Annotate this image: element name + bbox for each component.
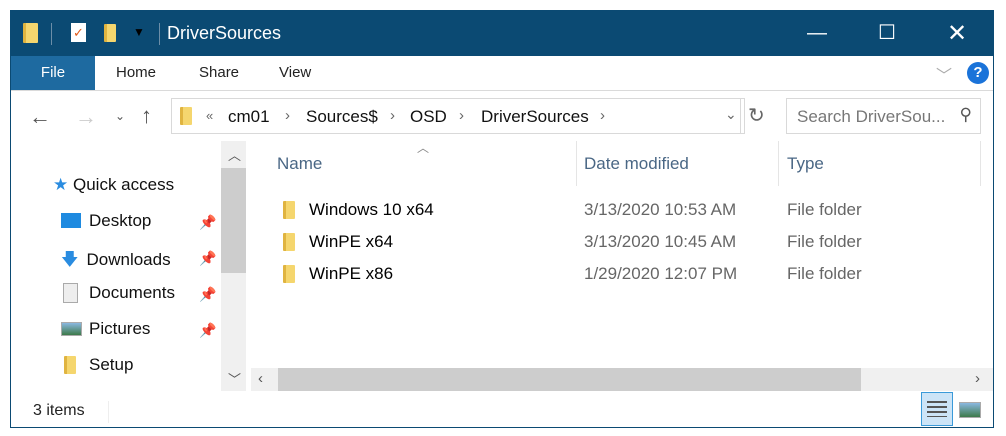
forward-button[interactable]: → bbox=[75, 104, 97, 129]
pictures-icon bbox=[61, 322, 82, 336]
folder-icon bbox=[283, 265, 295, 283]
close-button[interactable]: ✕ bbox=[946, 20, 968, 47]
star-icon: ★ bbox=[53, 175, 69, 194]
tab-share[interactable]: Share bbox=[199, 64, 240, 81]
desktop-icon bbox=[61, 213, 81, 228]
nav-pictures[interactable]: Pictures bbox=[61, 319, 150, 339]
nav-quick-access[interactable]: ★ Quick access bbox=[53, 175, 175, 194]
scrollbar-thumb[interactable] bbox=[278, 368, 861, 391]
folder-icon bbox=[23, 23, 38, 43]
breadcrumb-cm01[interactable]: cm01 bbox=[228, 107, 270, 126]
file-name: WinPE x86 bbox=[309, 264, 394, 283]
folder-icon bbox=[283, 201, 295, 219]
chevron-right-icon[interactable]: › bbox=[600, 107, 605, 124]
column-type[interactable]: Type bbox=[787, 154, 824, 173]
documents-icon bbox=[63, 283, 78, 303]
sort-ascending-icon: ︿ bbox=[417, 141, 430, 155]
address-dropdown-icon[interactable]: ⌄ bbox=[725, 106, 737, 122]
file-type: File folder bbox=[787, 264, 862, 283]
title-bar: ✓ ▼ DriverSources — ☐ ✕ bbox=[11, 11, 993, 56]
breadcrumb-osd[interactable]: OSD bbox=[410, 107, 447, 126]
pin-icon[interactable]: 📌 bbox=[199, 250, 217, 266]
search-icon[interactable]: ⚲ bbox=[959, 105, 972, 124]
file-date: 3/13/2020 10:45 AM bbox=[584, 232, 737, 251]
chevron-right-icon[interactable]: › bbox=[285, 107, 290, 124]
pin-icon[interactable]: 📌 bbox=[199, 214, 217, 230]
horizontal-scrollbar[interactable]: ‹ › bbox=[251, 368, 993, 391]
chevron-right-icon[interactable]: › bbox=[459, 107, 464, 124]
search-placeholder: Search DriverSou... bbox=[797, 107, 946, 126]
file-row[interactable]: Windows 10 x64 3/13/2020 10:53 AM File f… bbox=[251, 195, 981, 225]
minimize-button[interactable]: — bbox=[807, 22, 827, 44]
tab-view[interactable]: View bbox=[279, 64, 312, 81]
nav-downloads[interactable]: 🡇 Downloads bbox=[61, 250, 171, 269]
file-type: File folder bbox=[787, 232, 862, 251]
pin-icon[interactable]: 📌 bbox=[199, 322, 217, 338]
address-bar[interactable]: « cm01 › Sources$ › OSD › DriverSources … bbox=[171, 98, 765, 134]
expand-ribbon-icon[interactable]: ﹀ bbox=[936, 68, 953, 85]
customize-toolbar-icon[interactable]: ▼ bbox=[133, 25, 145, 39]
chevron-right-icon[interactable]: › bbox=[390, 107, 395, 124]
recent-locations-icon[interactable]: ⌄ bbox=[115, 109, 126, 123]
help-icon[interactable]: ? bbox=[967, 62, 989, 84]
overflow-chevron[interactable]: « bbox=[206, 108, 214, 123]
folder-icon bbox=[180, 107, 192, 125]
scrollbar-thumb[interactable] bbox=[221, 168, 246, 273]
large-icons-view-button[interactable] bbox=[959, 402, 981, 418]
maximize-button[interactable]: ☐ bbox=[878, 22, 896, 44]
item-count: 3 items bbox=[33, 402, 85, 419]
window-title: DriverSources bbox=[167, 23, 282, 43]
file-date: 3/13/2020 10:53 AM bbox=[584, 200, 737, 219]
explorer-window: ✓ ▼ DriverSources — ☐ ✕ File Home Share … bbox=[10, 10, 994, 428]
file-date: 1/29/2020 12:07 PM bbox=[584, 264, 738, 283]
file-name: WinPE x64 bbox=[309, 232, 394, 251]
file-row[interactable]: WinPE x86 1/29/2020 12:07 PM File folder bbox=[251, 259, 981, 289]
properties-icon[interactable]: ✓ bbox=[71, 23, 86, 42]
details-view-button[interactable] bbox=[921, 392, 953, 426]
tab-home[interactable]: Home bbox=[116, 64, 157, 81]
up-button[interactable]: ↑ bbox=[141, 103, 152, 128]
column-date-modified[interactable]: Date modified bbox=[584, 154, 689, 173]
folder-icon bbox=[64, 356, 76, 374]
folder-icon bbox=[283, 233, 295, 251]
refresh-icon[interactable]: ↻ bbox=[748, 105, 765, 127]
pin-icon[interactable]: 📌 bbox=[199, 286, 217, 302]
download-icon: 🡇 bbox=[61, 250, 79, 269]
tab-file[interactable]: File bbox=[11, 56, 95, 90]
ribbon-tabs: File Home Share View ﹀ ? bbox=[11, 56, 993, 91]
back-button[interactable]: ← bbox=[29, 104, 51, 129]
breadcrumb-driversources[interactable]: DriverSources bbox=[481, 107, 589, 126]
new-folder-icon[interactable] bbox=[104, 24, 116, 42]
file-name: Windows 10 x64 bbox=[309, 200, 434, 219]
file-row[interactable]: WinPE x64 3/13/2020 10:45 AM File folder bbox=[251, 227, 981, 257]
nav-setup[interactable]: Setup bbox=[61, 355, 133, 375]
file-type: File folder bbox=[787, 200, 862, 219]
nav-scrollbar[interactable]: ︿ ﹀ bbox=[221, 141, 246, 391]
column-name[interactable]: Name bbox=[277, 154, 323, 173]
navigation-pane: ★ Quick access Desktop 🡇 Downloads Docume… bbox=[11, 141, 246, 391]
search-input[interactable]: Search DriverSou... ⚲ bbox=[786, 98, 981, 134]
breadcrumb-sources[interactable]: Sources$ bbox=[306, 107, 378, 126]
nav-desktop[interactable]: Desktop bbox=[61, 211, 151, 231]
nav-documents[interactable]: Documents bbox=[61, 283, 175, 303]
